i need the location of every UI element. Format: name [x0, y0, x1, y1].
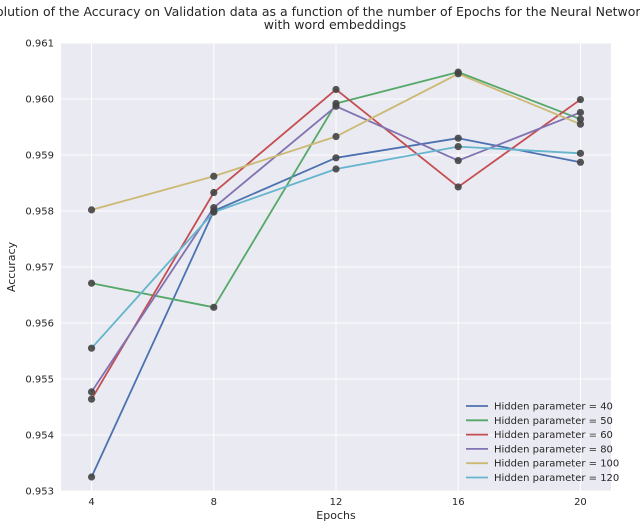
data-point: [87, 395, 96, 403]
x-tick-label: 12: [330, 497, 343, 508]
legend-label: Hidden parameter = 80: [494, 444, 613, 455]
data-point: [576, 95, 585, 104]
data-point: [454, 143, 462, 151]
x-axis-label: Epochs: [316, 509, 356, 522]
y-tick-label: 0.961: [25, 39, 54, 50]
data-point: [576, 108, 585, 117]
data-point: [576, 149, 585, 157]
data-point: [332, 85, 340, 94]
y-tick-label: 0.953: [25, 487, 54, 498]
y-tick-label: 0.958: [25, 207, 54, 218]
data-point: [87, 206, 96, 214]
data-point: [454, 70, 462, 78]
data-point: [332, 165, 340, 173]
legend-label: Hidden parameter = 120: [494, 473, 619, 484]
x-tick-label: 8: [211, 497, 217, 508]
chart-title: Evolution of the Accuracy on Validation …: [0, 4, 640, 19]
data-point: [576, 120, 585, 128]
y-tick-label: 0.959: [25, 151, 54, 162]
data-point: [210, 208, 218, 216]
data-point: [454, 134, 462, 142]
data-point: [332, 132, 340, 141]
y-tick-label: 0.954: [25, 431, 54, 442]
x-tick-label: 4: [88, 497, 94, 508]
data-point: [87, 388, 96, 396]
legend-label: Hidden parameter = 60: [494, 430, 613, 441]
data-point: [332, 102, 340, 110]
x-axis-ticks: 4 8 12 16 20: [88, 497, 586, 508]
legend-label: Hidden parameter = 100: [494, 459, 619, 470]
y-tick-label: 0.957: [25, 263, 54, 274]
data-point: [210, 172, 218, 180]
x-tick-label: 16: [452, 497, 465, 508]
y-tick-label: 0.960: [25, 95, 54, 106]
legend-label: Hidden parameter = 50: [494, 416, 613, 427]
legend: Hidden parameter = 40 Hidden parameter = …: [466, 402, 619, 484]
chart-subtitle: with word embeddings: [264, 17, 406, 32]
data-point: [87, 473, 96, 481]
data-point: [210, 188, 218, 197]
data-point: [87, 279, 96, 287]
data-point: [576, 158, 585, 166]
series-markers: [87, 68, 585, 481]
y-tick-label: 0.955: [25, 375, 54, 386]
data-point: [332, 154, 340, 162]
y-tick-label: 0.956: [25, 319, 54, 330]
y-axis-ticks: 0.953 0.954 0.955 0.956 0.957 0.958 0.959 0.960…: [25, 39, 54, 498]
x-tick-label: 20: [574, 497, 587, 508]
legend-label: Hidden parameter = 40: [494, 402, 613, 413]
data-point: [210, 303, 218, 311]
y-axis-label: Accuracy: [5, 241, 18, 292]
data-point: [454, 183, 462, 191]
data-point: [87, 344, 96, 352]
data-point: [454, 157, 462, 165]
data-point: [576, 115, 585, 123]
